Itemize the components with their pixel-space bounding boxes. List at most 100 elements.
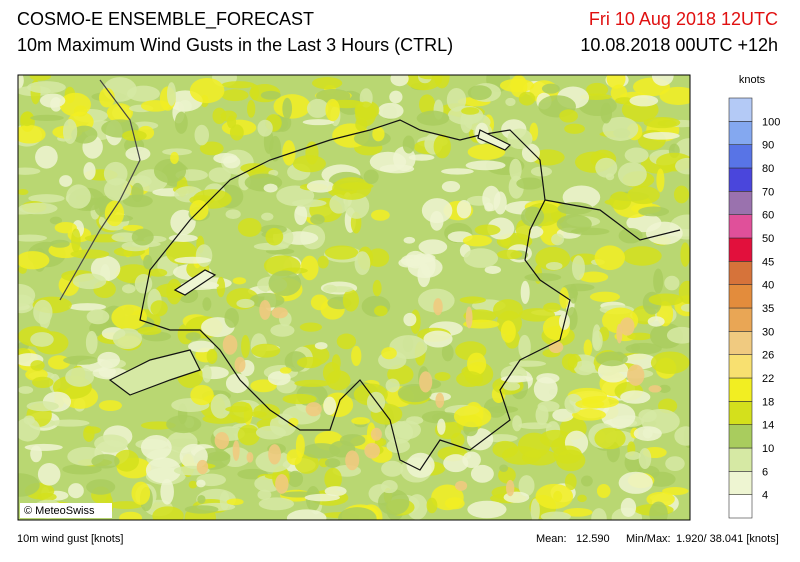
field-patch	[516, 177, 544, 190]
field-patch	[324, 458, 341, 468]
field-patch	[467, 85, 492, 101]
footer-mean: 12.590	[576, 533, 610, 545]
legend-swatch	[728, 261, 753, 285]
subtitle: 10m Maximum Wind Gusts in the Last 3 Hou…	[17, 35, 454, 55]
field-patch	[26, 401, 59, 412]
field-patch	[257, 119, 273, 137]
field-patch	[305, 402, 322, 417]
field-patch	[618, 227, 643, 244]
field-patch	[416, 110, 450, 126]
field-patch	[595, 351, 628, 367]
field-patch	[282, 393, 317, 405]
field-patch	[633, 426, 662, 441]
field-patch	[326, 370, 351, 391]
field-patch	[462, 234, 493, 247]
field-patch	[225, 209, 241, 220]
field-patch	[474, 224, 501, 236]
field-patch	[638, 206, 670, 217]
field-patch	[37, 463, 61, 486]
field-patch	[250, 379, 277, 393]
field-patch	[557, 202, 593, 215]
field-patch	[540, 511, 571, 520]
legend-label: 4	[762, 490, 768, 502]
field-patch	[518, 422, 552, 430]
field-patch	[418, 239, 448, 255]
field-patch	[145, 457, 182, 484]
legend-unit: knots	[739, 74, 766, 86]
field-patch	[152, 506, 184, 520]
field-patch	[370, 427, 382, 441]
field-patch	[650, 351, 690, 374]
field-patch	[199, 141, 224, 156]
legend-label: 26	[762, 350, 774, 362]
field-patch	[620, 497, 637, 518]
field-patch	[393, 420, 421, 440]
field-patch	[208, 167, 231, 183]
lake	[108, 349, 201, 396]
field-patch	[625, 451, 641, 460]
field-patch	[502, 382, 521, 391]
field-patch	[18, 251, 50, 270]
field-patch	[643, 116, 681, 129]
field-patch	[617, 162, 647, 187]
field-patch	[83, 162, 96, 180]
field-patch	[257, 489, 272, 500]
field-patch	[456, 371, 484, 387]
field-patch	[71, 125, 98, 144]
field-patch	[251, 343, 281, 358]
field-patch	[530, 498, 540, 520]
field-patch	[232, 277, 247, 285]
field-patch	[646, 491, 675, 507]
legend-label: 50	[762, 233, 774, 245]
field-patch	[227, 115, 237, 129]
field-patch	[229, 401, 253, 424]
field-patch	[35, 145, 58, 169]
lake	[173, 269, 217, 296]
field-patch	[563, 508, 593, 517]
field-patch	[581, 475, 593, 487]
field-patch	[206, 348, 218, 364]
field-patch	[210, 393, 231, 419]
field-patch	[564, 393, 583, 414]
field-patch	[664, 275, 680, 291]
field-patch	[37, 492, 57, 501]
field-patch	[20, 111, 34, 127]
field-patch	[421, 198, 453, 224]
field-patch	[627, 364, 645, 386]
field-patch	[253, 403, 281, 420]
title: COSMO-E ENSEMBLE_FORECAST	[17, 9, 315, 29]
field-patch	[54, 221, 77, 234]
field-patch	[520, 280, 530, 305]
legend-label: 10	[762, 443, 774, 455]
field-patch	[68, 483, 84, 499]
field-patch	[467, 144, 506, 160]
field-patch	[561, 353, 578, 371]
field-patch	[363, 169, 379, 184]
field-patch	[441, 180, 461, 193]
field-patch	[509, 360, 547, 367]
field-patch	[433, 298, 443, 316]
field-patch	[174, 256, 212, 264]
field-patch	[50, 239, 70, 248]
field-patch	[665, 456, 685, 472]
legend-label: 60	[762, 210, 774, 222]
field-patch	[497, 249, 523, 260]
field-patch	[369, 151, 407, 172]
field-patch	[499, 464, 509, 472]
legend-label: 6	[762, 466, 768, 478]
field-patch	[403, 236, 416, 244]
field-patch	[253, 242, 289, 251]
field-patch	[219, 490, 230, 511]
field-patch	[184, 505, 219, 514]
field-patch	[324, 486, 347, 497]
legend-label: 35	[762, 303, 774, 315]
field-patch	[59, 175, 73, 187]
field-patch	[197, 495, 206, 504]
field-patch	[622, 246, 662, 266]
field-patch	[268, 270, 302, 297]
legend-swatch	[728, 97, 753, 122]
lake	[477, 129, 512, 151]
field-patch	[196, 479, 206, 488]
field-patch	[377, 489, 410, 516]
field-patch	[134, 274, 153, 294]
